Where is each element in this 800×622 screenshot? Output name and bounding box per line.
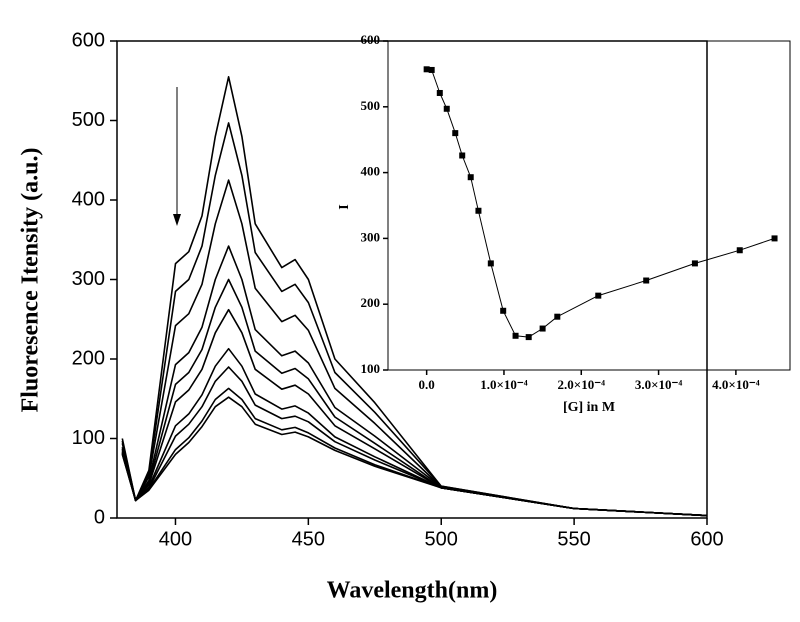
plot-frame bbox=[116, 40, 708, 519]
y-tick-label: 300 bbox=[361, 229, 381, 244]
data-point bbox=[452, 130, 459, 137]
y-tick-label: 200 bbox=[72, 347, 105, 369]
series-line bbox=[121, 245, 708, 517]
series-line bbox=[121, 308, 708, 517]
series-line bbox=[121, 122, 708, 517]
y-tick-label: 200 bbox=[361, 295, 381, 310]
series-line bbox=[121, 347, 708, 517]
inset-y-axis-title: I bbox=[337, 204, 352, 209]
x-axis-title: Wavelength(nm) bbox=[327, 578, 498, 604]
data-point bbox=[423, 66, 430, 73]
data-point bbox=[643, 277, 650, 284]
y-tick-label: 0 bbox=[94, 506, 105, 528]
x-tick-label: 1.0×10⁻⁴ bbox=[480, 377, 528, 392]
y-axis-title: Fluoresence Itensity (a.u.) bbox=[18, 148, 44, 413]
series-line bbox=[121, 396, 708, 517]
data-point bbox=[736, 247, 743, 254]
arrow bbox=[173, 87, 181, 226]
data-point bbox=[467, 174, 474, 181]
series-line bbox=[121, 366, 708, 517]
y-tick-label: 100 bbox=[72, 427, 105, 449]
data-point bbox=[500, 307, 507, 314]
x-tick-label: 2.0×10⁻⁴ bbox=[558, 377, 606, 392]
x-tick-label: 500 bbox=[425, 528, 458, 550]
x-tick-label: 400 bbox=[159, 528, 192, 550]
data-point bbox=[525, 334, 532, 341]
data-point bbox=[771, 235, 778, 242]
data-point bbox=[459, 152, 466, 159]
data-point bbox=[443, 105, 450, 112]
data-point bbox=[475, 207, 482, 214]
series-line bbox=[121, 278, 708, 517]
y-tick-label: 400 bbox=[72, 188, 105, 210]
y-tick-label: 400 bbox=[361, 164, 381, 179]
data-point bbox=[436, 89, 443, 96]
series-line bbox=[121, 387, 708, 517]
x-tick-label: 600 bbox=[690, 528, 723, 550]
y-tick-label: 100 bbox=[361, 361, 381, 376]
data-point bbox=[428, 66, 435, 73]
plot-frame bbox=[387, 40, 791, 371]
x-tick-label: 4.0×10⁻⁴ bbox=[712, 377, 760, 392]
x-tick-label: 0.0 bbox=[419, 377, 435, 392]
data-point bbox=[595, 292, 602, 299]
data-point bbox=[691, 260, 698, 267]
x-tick-label: 3.0×10⁻⁴ bbox=[635, 377, 683, 392]
y-tick-label: 300 bbox=[72, 268, 105, 290]
y-tick-label: 600 bbox=[72, 29, 105, 51]
data-point bbox=[554, 313, 561, 320]
y-tick-label: 500 bbox=[72, 109, 105, 131]
data-point bbox=[487, 260, 494, 267]
data-point bbox=[539, 325, 546, 332]
series-line bbox=[121, 179, 708, 517]
x-tick-label: 450 bbox=[292, 528, 325, 550]
series-line bbox=[121, 76, 708, 517]
y-tick-label: 500 bbox=[361, 98, 381, 113]
inset-x-axis-title: [G] in M bbox=[563, 400, 615, 415]
data-point bbox=[512, 332, 519, 339]
x-tick-label: 550 bbox=[557, 528, 590, 550]
y-tick-label: 600 bbox=[361, 32, 381, 47]
